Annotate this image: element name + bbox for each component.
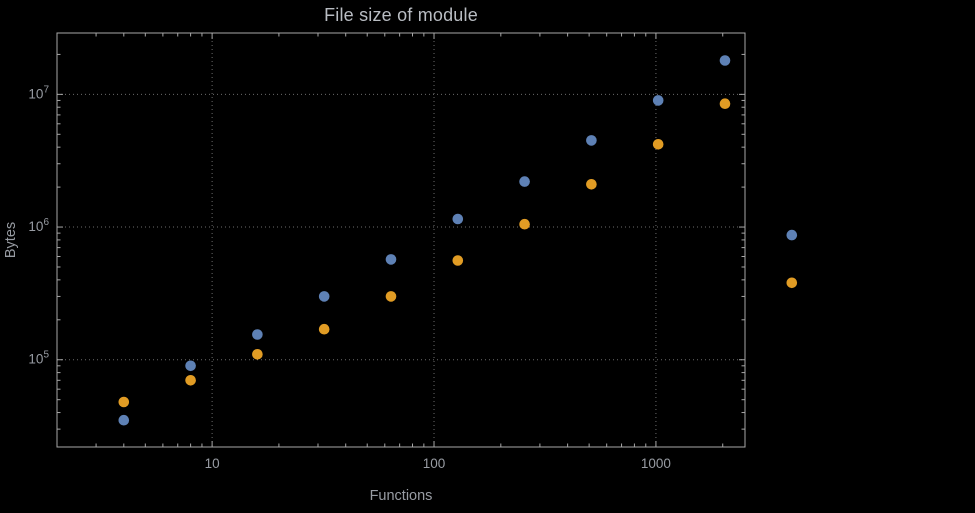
data-point <box>118 396 130 408</box>
data-point <box>118 414 130 426</box>
plot-frame <box>56 32 746 448</box>
data-point <box>252 349 263 360</box>
x-tick-label: 100 <box>423 456 446 471</box>
data-point <box>786 229 798 241</box>
data-point <box>318 291 330 302</box>
axis-ticks <box>57 33 745 447</box>
data-point <box>452 213 464 225</box>
x-tick-label: 10 <box>205 456 220 471</box>
y-tick-label: 105 <box>28 350 49 367</box>
data-points <box>118 55 798 426</box>
data-point <box>586 179 597 190</box>
y-tick-label: 106 <box>28 217 49 234</box>
data-point <box>652 139 664 150</box>
data-point <box>519 176 530 187</box>
data-point <box>652 95 664 106</box>
data-point <box>185 360 196 372</box>
data-point <box>719 55 731 66</box>
data-point <box>786 277 798 289</box>
data-point <box>586 135 597 146</box>
data-point <box>318 323 330 335</box>
chart-title: File size of module <box>324 5 478 25</box>
x-tick-label: 1000 <box>641 456 671 471</box>
y-axis-label: Bytes <box>3 221 19 259</box>
series-blue <box>118 55 798 426</box>
data-point <box>385 291 397 302</box>
tick-labels: 10 100 1000 105 106 107 <box>28 84 671 471</box>
data-point <box>519 218 530 230</box>
series-orange <box>118 98 798 408</box>
data-point <box>252 329 263 340</box>
y-tick-label: 107 <box>28 84 49 101</box>
x-axis-label: Functions <box>369 488 433 504</box>
data-point <box>185 375 196 386</box>
data-point <box>385 254 397 265</box>
data-point <box>452 255 464 266</box>
data-point <box>719 98 731 109</box>
grid <box>57 33 745 447</box>
